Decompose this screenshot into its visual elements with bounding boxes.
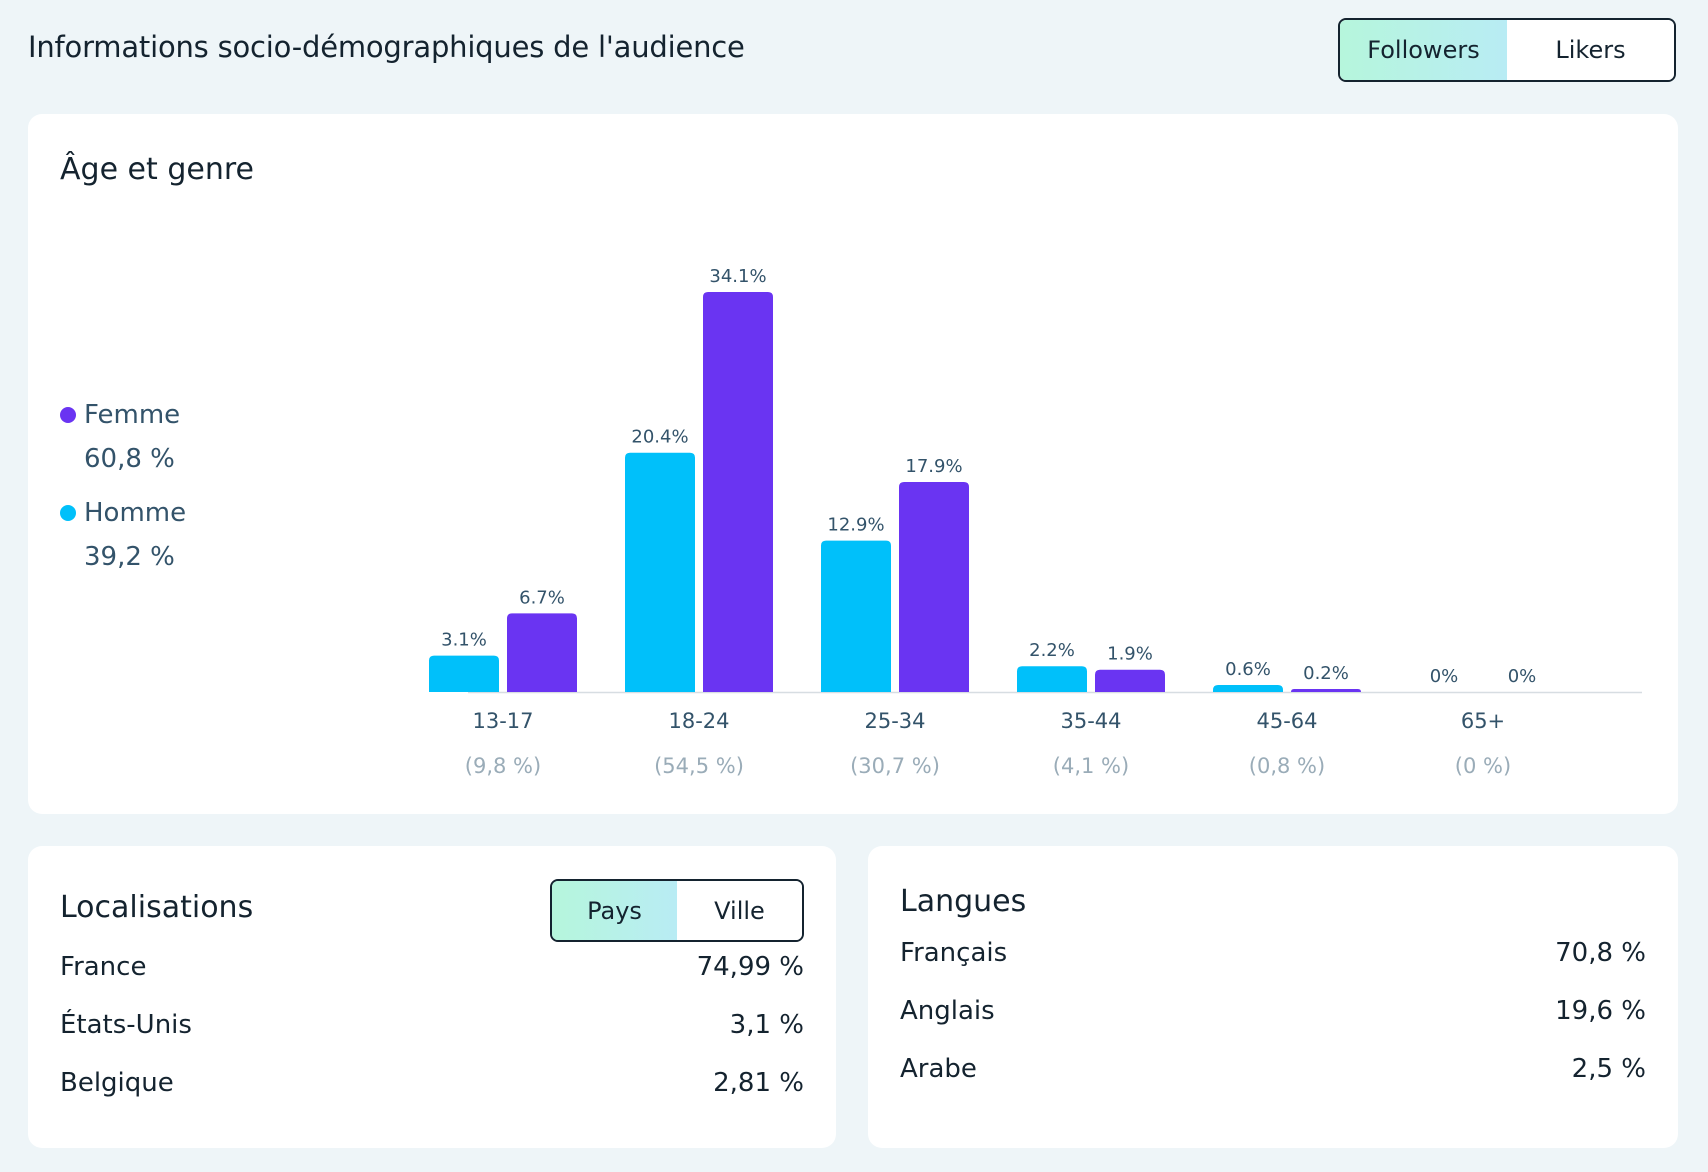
age-gender-chart: 3.1% 6.7% 13-17 (9,8 %) 20.4% 34.1% 18-24 (54,5… bbox=[429, 266, 1642, 778]
locations-title: Localisations bbox=[60, 890, 254, 925]
legend-homme-value: 39,2 % bbox=[84, 542, 175, 572]
data-label: 34.1% bbox=[709, 266, 766, 287]
data-label: 20.4% bbox=[631, 427, 688, 448]
legend-femme-value: 60,8 % bbox=[84, 444, 175, 474]
x-tick-label: 18-24 bbox=[668, 709, 729, 733]
audience-toggle: Followers Likers bbox=[1338, 18, 1676, 82]
language-name: Arabe bbox=[900, 1054, 977, 1084]
language-row: Français 70,8 % bbox=[900, 938, 1646, 968]
languages-card: Langues Français 70,8 % Anglais 19,6 % A… bbox=[868, 846, 1678, 1148]
category-total-label: (4,1 %) bbox=[1053, 754, 1129, 778]
legend-femme-label: Femme bbox=[84, 400, 181, 430]
bar-femme-13-17 bbox=[507, 613, 577, 692]
location-row: France 74,99 % bbox=[60, 952, 804, 982]
data-label: 12.9% bbox=[827, 515, 884, 536]
legend-homme-label: Homme bbox=[84, 498, 187, 528]
data-label: 0% bbox=[1430, 666, 1459, 687]
likers-tab[interactable]: Likers bbox=[1507, 20, 1674, 80]
legend-femme: Femme 60,8 % bbox=[60, 400, 186, 474]
location-value: 2,81 % bbox=[713, 1068, 804, 1098]
language-row: Anglais 19,6 % bbox=[900, 996, 1646, 1026]
gender-legend: Femme 60,8 % Homme 39,2 % bbox=[60, 400, 186, 596]
ville-tab[interactable]: Ville bbox=[677, 881, 802, 940]
x-tick-label: 65+ bbox=[1461, 709, 1505, 733]
data-label: 0% bbox=[1508, 666, 1537, 687]
category-total-label: (9,8 %) bbox=[465, 754, 541, 778]
bar-homme-13-17 bbox=[429, 655, 499, 692]
page-title: Informations socio-démographiques de l'a… bbox=[28, 30, 745, 64]
data-label: 0.2% bbox=[1303, 663, 1349, 684]
x-tick-label: 45-64 bbox=[1256, 709, 1317, 733]
data-label: 1.9% bbox=[1107, 644, 1153, 665]
bar-homme-25-34 bbox=[821, 540, 891, 692]
category-total-label: (0 %) bbox=[1455, 754, 1511, 778]
x-tick-label: 35-44 bbox=[1060, 709, 1121, 733]
language-value: 19,6 % bbox=[1555, 996, 1646, 1026]
language-row: Arabe 2,5 % bbox=[900, 1054, 1646, 1084]
language-name: Anglais bbox=[900, 996, 995, 1026]
bar-femme-35-44 bbox=[1095, 669, 1165, 692]
category-total-label: (30,7 %) bbox=[850, 754, 940, 778]
followers-tab[interactable]: Followers bbox=[1340, 20, 1507, 80]
location-name: France bbox=[60, 952, 147, 982]
location-row: Belgique 2,81 % bbox=[60, 1068, 804, 1098]
data-label: 2.2% bbox=[1029, 640, 1075, 661]
age-gender-card: Âge et genre Femme 60,8 % Homme 39,2 % 3… bbox=[28, 114, 1678, 814]
data-label: 17.9% bbox=[905, 456, 962, 477]
bar-femme-18-24 bbox=[703, 292, 773, 692]
bar-femme-45-64 bbox=[1291, 689, 1361, 692]
x-tick-label: 13-17 bbox=[472, 709, 533, 733]
category-total-label: (0,8 %) bbox=[1249, 754, 1325, 778]
x-tick-label: 25-34 bbox=[864, 709, 925, 733]
homme-dot-icon bbox=[60, 505, 76, 521]
femme-dot-icon bbox=[60, 407, 76, 423]
age-gender-title: Âge et genre bbox=[60, 152, 254, 187]
language-value: 2,5 % bbox=[1571, 1054, 1646, 1084]
location-value: 74,99 % bbox=[696, 952, 804, 982]
location-value: 3,1 % bbox=[729, 1010, 804, 1040]
legend-homme: Homme 39,2 % bbox=[60, 498, 186, 572]
location-row: États-Unis 3,1 % bbox=[60, 1010, 804, 1040]
category-total-label: (54,5 %) bbox=[654, 754, 744, 778]
language-value: 70,8 % bbox=[1555, 938, 1646, 968]
location-toggle: Pays Ville bbox=[550, 879, 804, 942]
data-label: 6.7% bbox=[519, 587, 565, 608]
bar-homme-45-64 bbox=[1213, 684, 1283, 692]
location-name: Belgique bbox=[60, 1068, 174, 1098]
pays-tab[interactable]: Pays bbox=[552, 881, 677, 940]
location-name: États-Unis bbox=[60, 1010, 192, 1040]
bar-homme-35-44 bbox=[1017, 666, 1087, 692]
bar-femme-25-34 bbox=[899, 482, 969, 692]
languages-title: Langues bbox=[900, 884, 1027, 919]
language-name: Français bbox=[900, 938, 1008, 968]
data-label: 3.1% bbox=[441, 630, 487, 651]
data-label: 0.6% bbox=[1225, 659, 1271, 680]
bar-homme-18-24 bbox=[625, 452, 695, 692]
